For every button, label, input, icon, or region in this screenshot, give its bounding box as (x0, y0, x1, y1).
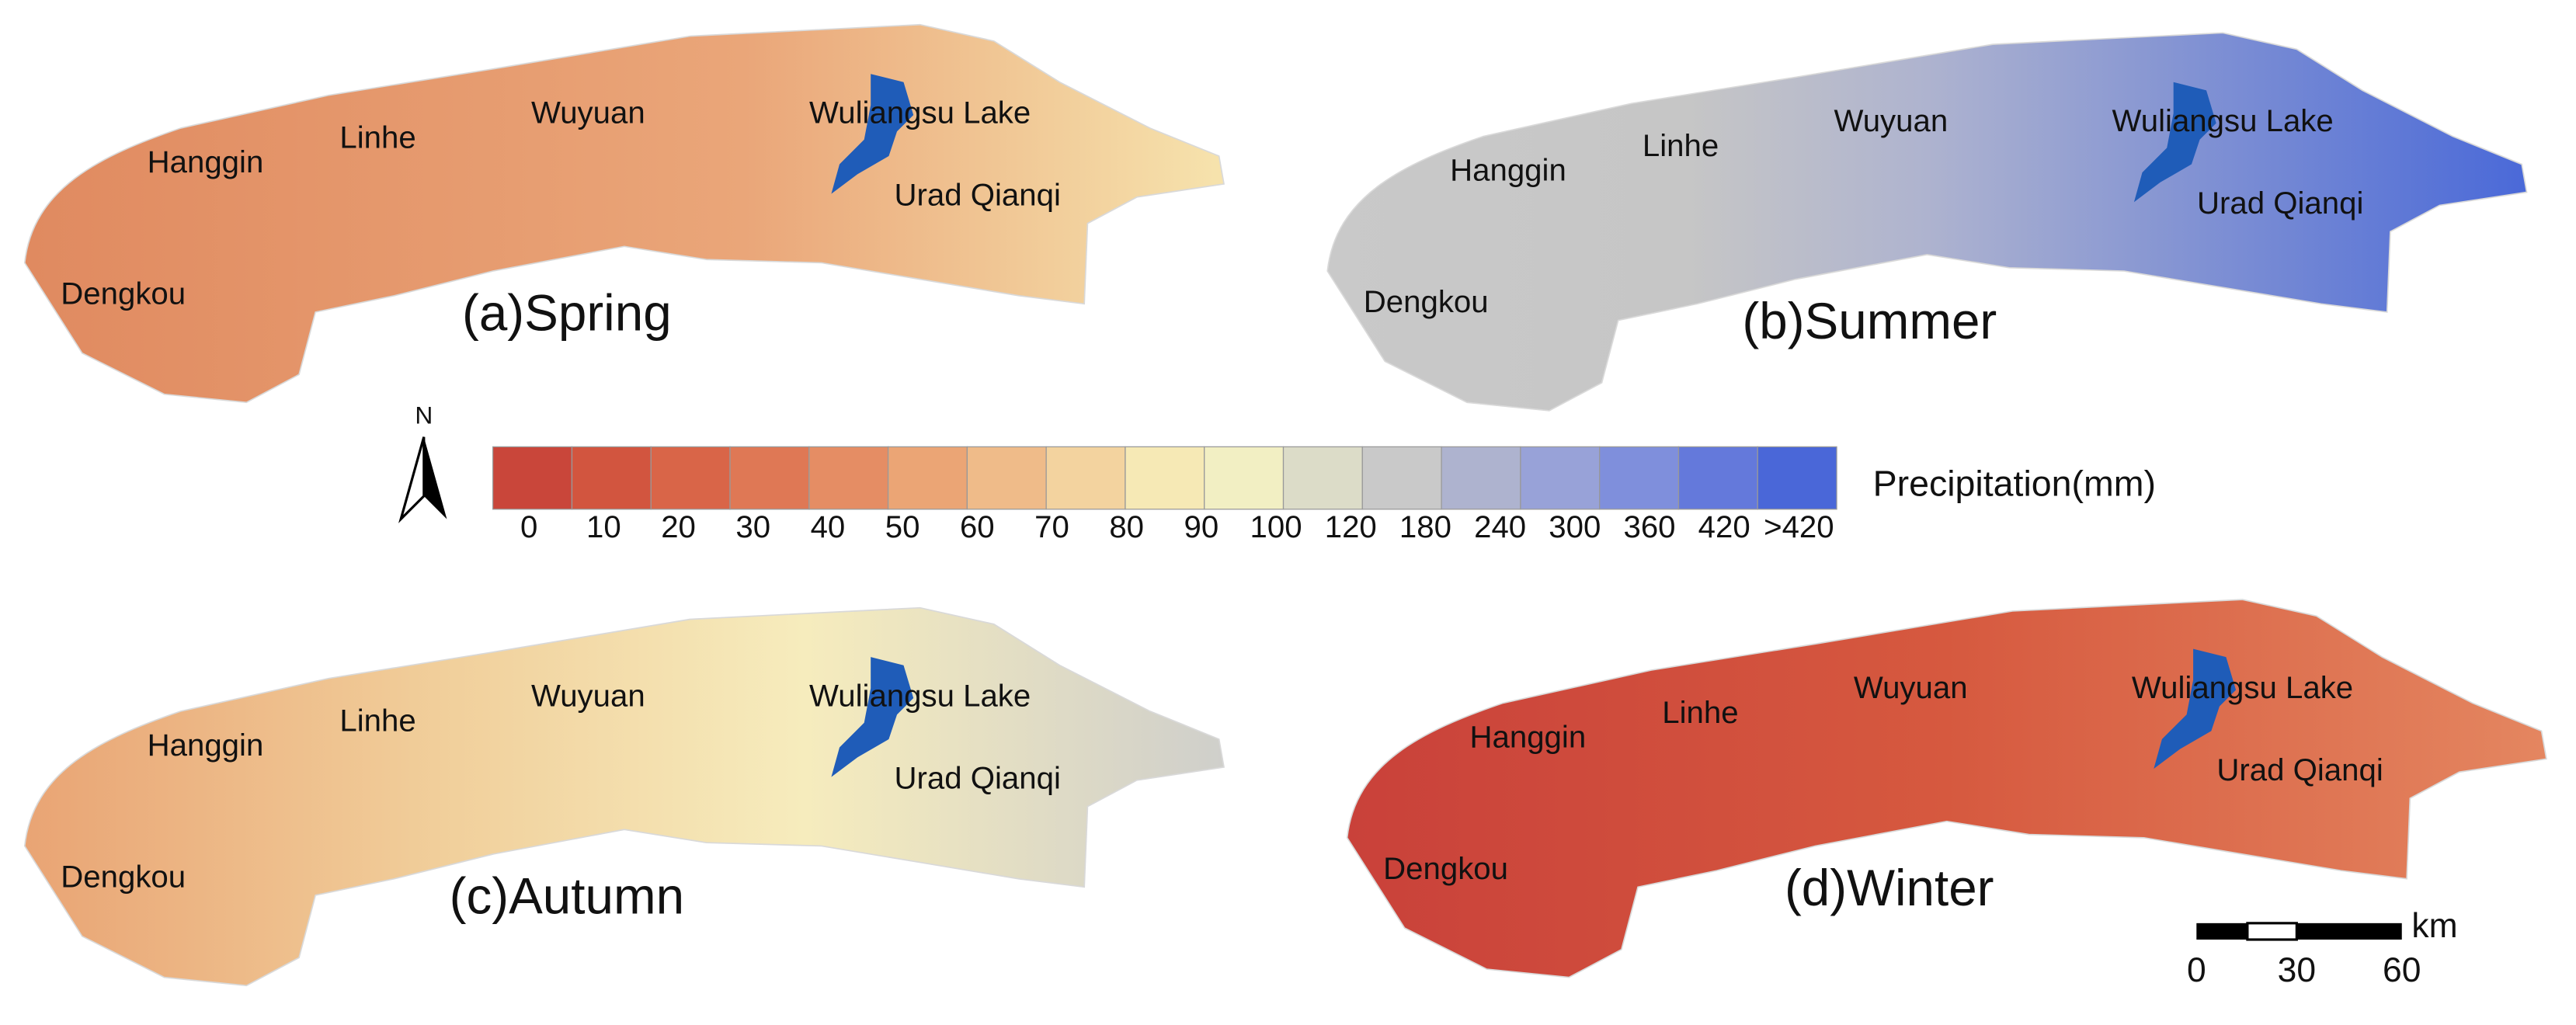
legend-swatch (1757, 446, 1837, 510)
place-label: Urad Qianqi (894, 760, 1060, 795)
place-label: Wuliangsu Lake (809, 679, 1031, 714)
place-label: Linhe (339, 120, 415, 155)
legend-label: 60 (960, 509, 995, 544)
lake (2154, 648, 2237, 769)
legend-swatch (1599, 446, 1680, 510)
legend-label: 180 (1399, 509, 1451, 544)
lake (2133, 82, 2216, 203)
legend-label: 300 (1549, 509, 1601, 544)
scale-bar: km 0 30 60 (2187, 907, 2458, 989)
scale-label: 60 (2383, 951, 2421, 989)
place-label: Dengkou (1364, 284, 1489, 319)
legend-label: 0 (520, 509, 537, 544)
legend-swatch (571, 446, 652, 510)
legend-label: 30 (735, 509, 770, 544)
legend-swatch (887, 446, 968, 510)
legend-label: 420 (1698, 509, 1750, 544)
scale-label: 0 (2187, 951, 2206, 989)
place-label: Dengkou (61, 276, 186, 311)
place-label: Wuliangsu Lake (809, 96, 1031, 130)
scale-label: 30 (2278, 951, 2316, 989)
place-label: Wuliangsu Lake (2132, 670, 2353, 705)
place-label: Wuyuan (531, 679, 645, 714)
legend-label: 10 (586, 509, 621, 544)
north-arrow-right (423, 436, 447, 519)
place-label: Hanggin (148, 144, 264, 179)
scale-seg (2246, 922, 2298, 941)
panel-title: (d)Winter (1785, 860, 1994, 916)
place-label: Wuyuan (1854, 670, 1968, 705)
legend-swatch (1361, 446, 1442, 510)
legend-label: 120 (1325, 509, 1377, 544)
north-arrow: N (398, 401, 447, 523)
legend: Precipitation(mm) 0 10 20 30 40 50 60 70 80 90 100… (492, 446, 2156, 544)
legend-label: 90 (1184, 509, 1219, 544)
legend-label: 240 (1474, 509, 1526, 544)
map-panel: Hanggin Linhe Wuyuan Wuliangsu Lake Urad Qia… (23, 606, 1225, 987)
legend-label: 20 (661, 509, 696, 544)
legend-title: Precipitation(mm) (1873, 463, 2156, 503)
north-arrow-left (398, 436, 426, 523)
region (23, 606, 1225, 987)
scale-unit: km (2411, 907, 2457, 945)
legend-label: 80 (1109, 509, 1144, 544)
place-label: Urad Qianqi (894, 177, 1060, 212)
place-label: Urad Qianqi (2216, 752, 2383, 787)
legend-swatch (492, 446, 573, 510)
lake (831, 74, 914, 194)
place-label: Linhe (1643, 128, 1719, 163)
place-label: Linhe (1662, 695, 1738, 730)
map-panel: Hanggin Linhe Wuyuan Wuliangsu Lake Urad Qia… (1326, 32, 2528, 412)
legend-label: >420 (1764, 509, 1834, 544)
place-label: Dengkou (1383, 851, 1508, 886)
place-label: Urad Qianqi (2197, 186, 2363, 221)
legend-label: 50 (885, 509, 920, 544)
legend-swatch (1125, 446, 1205, 510)
legend-swatch (729, 446, 810, 510)
place-label: Hanggin (1469, 720, 1586, 755)
region (1326, 32, 2528, 412)
panel-title: (b)Summer (1742, 293, 1997, 349)
place-label: Wuyuan (1834, 103, 1948, 138)
region (1346, 599, 2547, 978)
lake (831, 657, 914, 777)
place-label: Wuyuan (531, 96, 645, 130)
place-label: Wuliangsu Lake (2112, 103, 2334, 138)
place-label: Hanggin (1450, 153, 1566, 188)
map-panel: Hanggin Linhe Wuyuan Wuliangsu Lake Urad Qia… (1346, 599, 2547, 978)
legend-label: 70 (1034, 509, 1069, 544)
legend-swatch (1282, 446, 1363, 510)
legend-swatch (966, 446, 1047, 510)
scale-seg (2196, 922, 2247, 940)
legend-label: 360 (1623, 509, 1675, 544)
legend-label: 40 (811, 509, 846, 544)
legend-swatch (1677, 446, 1758, 510)
legend-swatch (1520, 446, 1601, 510)
legend-swatch (1045, 446, 1126, 510)
legend-swatch (808, 446, 889, 510)
map-panel: Hanggin Linhe Wuyuan Wuliangsu Lake Urad Qia… (23, 23, 1225, 404)
legend-swatch (650, 446, 731, 510)
scale-seg (2296, 922, 2402, 940)
place-label: Linhe (339, 703, 415, 738)
legend-swatch (1204, 446, 1285, 510)
panel-title: (c)Autumn (450, 868, 684, 925)
legend-swatch (1441, 446, 1521, 510)
north-label: N (415, 401, 433, 429)
place-label: Dengkou (61, 859, 186, 894)
region (23, 23, 1225, 404)
panel-title: (a)Spring (462, 285, 672, 342)
legend-label: 100 (1250, 509, 1302, 544)
place-label: Hanggin (148, 728, 264, 763)
